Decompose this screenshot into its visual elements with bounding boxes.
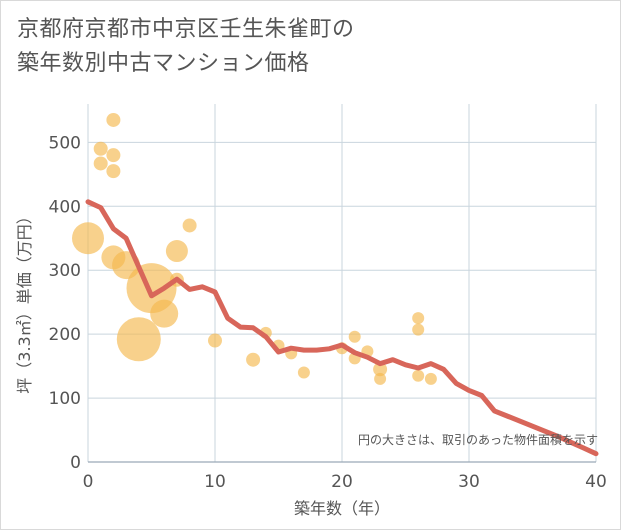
bubble-point bbox=[412, 369, 425, 382]
bubble-point bbox=[116, 317, 161, 362]
bubble-size-note: 円の大きさは、取引のあった物件面積を示す bbox=[358, 432, 598, 447]
y-tick-label: 100 bbox=[49, 389, 81, 409]
bubble-point bbox=[106, 112, 121, 127]
bubble-point bbox=[106, 164, 121, 179]
y-tick-label: 200 bbox=[49, 325, 81, 345]
chart-title: 京都府京都市中京区壬生朱雀町の 築年数別中古マンション価格 bbox=[17, 13, 577, 81]
y-tick-label: 0 bbox=[70, 453, 81, 473]
chart-title-line-2: 築年数別中古マンション価格 bbox=[17, 51, 310, 76]
y-tick-label: 300 bbox=[49, 261, 81, 281]
y-tick-labels: 0 100 200 300 400 500 bbox=[49, 133, 81, 473]
bubble-point bbox=[412, 323, 425, 336]
x-tick-label: 0 bbox=[83, 472, 94, 492]
average-line-series bbox=[85, 199, 599, 457]
x-tick-label: 20 bbox=[331, 472, 353, 492]
chart-title-line-1: 京都府京都市中京区壬生朱雀町の bbox=[17, 17, 355, 42]
bubble-point bbox=[182, 218, 197, 233]
grid-lines bbox=[87, 104, 597, 463]
bubble-point bbox=[165, 240, 188, 263]
bubble-point bbox=[373, 362, 388, 377]
bubble-point bbox=[412, 312, 425, 325]
bubble-point bbox=[93, 141, 108, 156]
y-axis-title: 坪（3.3㎡）単価（万円） bbox=[15, 208, 34, 393]
bubble-point bbox=[106, 148, 121, 163]
x-axis-title: 築年数（年） bbox=[294, 499, 390, 518]
x-tick-label: 10 bbox=[204, 472, 226, 492]
y-tick-label: 500 bbox=[49, 133, 81, 153]
bubble-point bbox=[150, 299, 179, 328]
bubble-point bbox=[424, 372, 437, 385]
bubble-point bbox=[93, 156, 108, 171]
bubble-point bbox=[246, 352, 261, 367]
bubble-series bbox=[72, 112, 437, 385]
x-tick-label: 40 bbox=[585, 472, 607, 492]
x-tick-labels: 0 10 20 30 40 bbox=[83, 472, 607, 492]
bubble-point bbox=[374, 372, 387, 385]
x-tick-label: 30 bbox=[458, 472, 480, 492]
bubble-point bbox=[72, 222, 104, 255]
y-tick-label: 400 bbox=[49, 197, 81, 217]
bubble-point bbox=[208, 333, 222, 348]
average-price-line bbox=[85, 199, 599, 457]
bubble-point bbox=[348, 330, 361, 343]
bubble-point bbox=[297, 366, 310, 379]
